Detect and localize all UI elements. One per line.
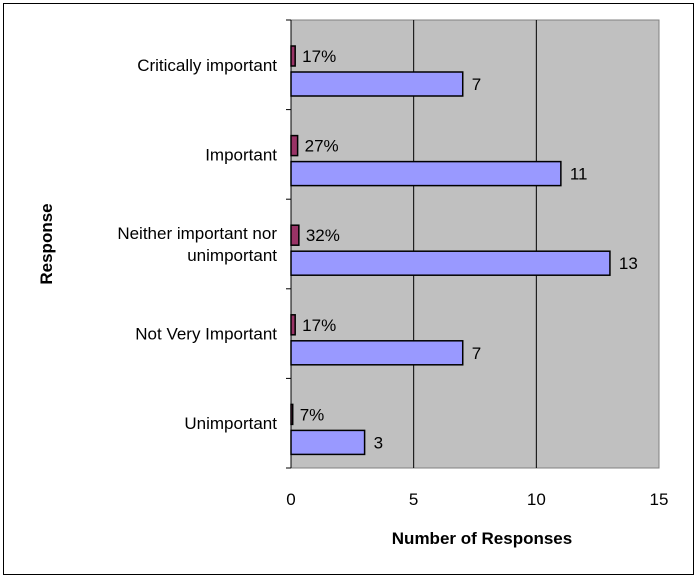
- x-tick-label: 10: [527, 490, 546, 509]
- bar-count: [290, 160, 562, 187]
- category-label: Important: [205, 145, 277, 164]
- data-label-percent: 27%: [305, 137, 339, 156]
- bar-percent: [290, 314, 296, 336]
- category-label: Neither important nor: [117, 224, 277, 243]
- bar-percent: [290, 134, 299, 157]
- axis-ticks: [286, 19, 291, 469]
- bar-percent: [290, 45, 296, 67]
- x-tick-label: 5: [409, 490, 418, 509]
- bars: [290, 45, 611, 456]
- x-tick-label: 0: [286, 490, 295, 509]
- category-label: Unimportant: [184, 414, 277, 433]
- data-label-percent: 17%: [302, 47, 336, 66]
- bar-count: [290, 429, 366, 456]
- category-label: unimportant: [187, 246, 277, 265]
- data-label-count: 7: [472, 344, 481, 363]
- y-axis-title: Response: [37, 203, 56, 284]
- category-label: Critically important: [137, 56, 277, 75]
- data-label-count: 13: [619, 254, 638, 273]
- labels: 17% 7 Critically important 27% 11 Important 32…: [117, 47, 668, 509]
- x-axis-title: Number of Responses: [392, 529, 572, 548]
- bar-percent: [290, 224, 300, 246]
- bar-count: [290, 71, 464, 97]
- data-label-percent: 17%: [302, 316, 336, 335]
- x-tick-label: 15: [650, 490, 669, 509]
- data-label-percent: 32%: [306, 226, 340, 245]
- bar-count: [290, 250, 611, 276]
- data-label-count: 3: [374, 433, 383, 452]
- category-label: Not Very Important: [135, 325, 277, 344]
- bar-count: [290, 340, 464, 366]
- data-label-percent: 7%: [300, 405, 325, 424]
- data-label-count: 11: [570, 165, 588, 184]
- data-label-count: 7: [472, 75, 481, 94]
